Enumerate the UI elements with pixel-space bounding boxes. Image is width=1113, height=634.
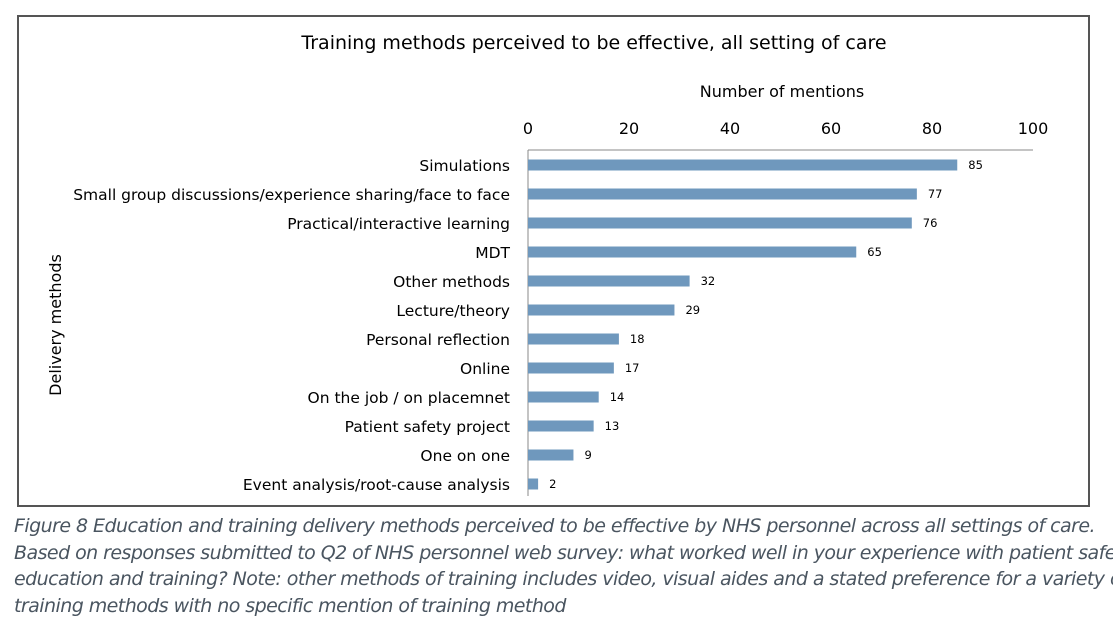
figure-caption: Figure 8 Education and training delivery…	[14, 513, 1113, 619]
x-tick-label: 0	[523, 119, 533, 138]
data-label: 29	[685, 303, 700, 317]
x-tick-label: 100	[1018, 119, 1049, 138]
bar	[528, 333, 619, 345]
chart-title: Training methods perceived to be effecti…	[300, 32, 886, 54]
category-label: Online	[460, 360, 510, 378]
category-label: Lecture/theory	[396, 302, 510, 320]
bar	[528, 478, 539, 490]
bar	[528, 159, 958, 171]
bar	[528, 304, 675, 316]
y-axis-label: Delivery methods	[46, 254, 65, 396]
category-label: Other methods	[393, 273, 510, 291]
bar	[528, 275, 690, 287]
x-tick-label: 60	[821, 119, 841, 138]
data-label: 65	[867, 245, 882, 259]
bar	[528, 449, 574, 461]
x-tick-label: 40	[720, 119, 740, 138]
bar	[528, 188, 917, 200]
bar	[528, 391, 599, 403]
category-label: Personal reflection	[366, 331, 510, 349]
data-label: 14	[610, 390, 625, 404]
bar	[528, 362, 614, 374]
data-label: 17	[625, 361, 640, 375]
caption-line: education and training? Note: other meth…	[14, 568, 1113, 590]
x-tick-label: 20	[619, 119, 639, 138]
caption-line: training methods with no specific mentio…	[14, 594, 566, 617]
category-label: On the job / on placemnet	[308, 389, 511, 407]
x-tick-label: 80	[922, 119, 942, 138]
category-label: Event analysis/root-cause analysis	[243, 476, 510, 494]
data-label: 77	[928, 187, 943, 201]
category-label: MDT	[475, 244, 510, 262]
data-label: 32	[701, 274, 716, 288]
data-label: 9	[584, 448, 591, 462]
category-label: Simulations	[419, 157, 510, 175]
caption-line: Figure 8 Education and training delivery…	[14, 515, 1096, 537]
x-axis-label: Number of mentions	[700, 82, 864, 101]
category-label: One on one	[420, 447, 510, 465]
data-label: 2	[549, 477, 556, 491]
category-label: Patient safety project	[345, 418, 510, 436]
bar	[528, 420, 594, 432]
data-label: 18	[630, 332, 645, 346]
category-label: Small group discussions/experience shari…	[73, 186, 510, 204]
data-label: 13	[605, 419, 620, 433]
chart-frame	[17, 15, 1090, 507]
data-label: 76	[923, 216, 938, 230]
category-label: Practical/interactive learning	[287, 215, 510, 233]
bar	[528, 217, 912, 229]
data-label: 85	[968, 158, 983, 172]
bar	[528, 246, 857, 258]
caption-line: Based on responses submitted to Q2 of NH…	[14, 541, 1113, 564]
